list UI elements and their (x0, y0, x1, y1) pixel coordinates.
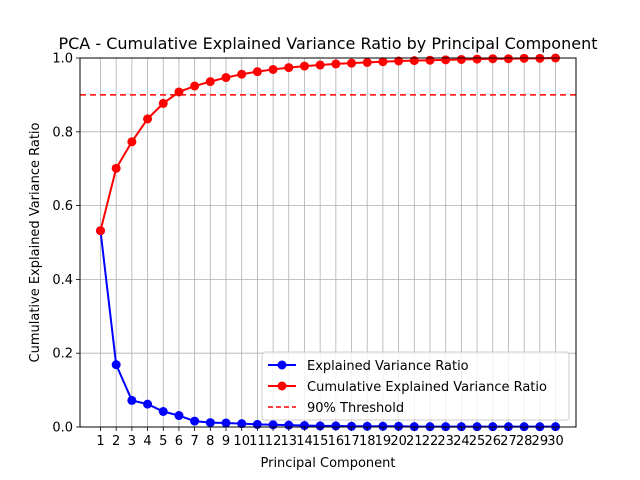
y-tick-label: 0.4 (52, 273, 73, 288)
x-tick-label: 19 (375, 434, 392, 449)
data-point-cumulative (158, 98, 168, 108)
data-point-cumulative (268, 64, 278, 74)
data-point-cumulative (127, 137, 137, 147)
x-tick-label: 11 (249, 434, 266, 449)
x-tick-label: 4 (143, 434, 151, 449)
y-tick-label: 1.0 (52, 52, 73, 67)
x-tick-label: 23 (437, 434, 454, 449)
x-tick-label: 9 (222, 434, 230, 449)
data-point-explained (158, 407, 168, 417)
legend-label-explained: Explained Variance Ratio (307, 359, 469, 374)
data-point-explained (362, 421, 372, 431)
x-tick-label: 28 (516, 434, 533, 449)
x-tick-label: 14 (296, 434, 313, 449)
data-point-explained (394, 421, 404, 431)
x-tick-label: 1 (96, 434, 104, 449)
x-axis-label: Principal Component (260, 456, 395, 471)
data-point-explained (331, 421, 341, 431)
data-point-explained (315, 421, 325, 431)
x-tick-label: 6 (175, 434, 183, 449)
x-tick-label: 13 (280, 434, 297, 449)
x-tick-label: 10 (233, 434, 250, 449)
data-point-cumulative (315, 60, 325, 70)
data-point-cumulative (174, 87, 184, 97)
legend-label-cumulative: Cumulative Explained Variance Ratio (307, 380, 547, 395)
chart-title: PCA - Cumulative Explained Variance Rati… (58, 34, 597, 53)
x-tick-label: 8 (206, 434, 214, 449)
data-point-cumulative (205, 77, 215, 87)
legend-box (261, 351, 570, 421)
data-point-cumulative (299, 61, 309, 71)
data-point-explained (143, 399, 153, 409)
x-tick-label: 18 (359, 434, 376, 449)
x-tick-label: 20 (390, 434, 407, 449)
data-point-explained (378, 421, 388, 431)
series-line-cumulative (99, 57, 556, 231)
y-axis-label: Cumulative Explained Variance Ratio (28, 122, 43, 362)
x-tick-label: 26 (484, 434, 501, 449)
x-tick-label: 17 (343, 434, 360, 449)
x-tick-label: 22 (422, 434, 439, 449)
data-point-cumulative (488, 54, 498, 64)
data-point-explained (299, 421, 309, 431)
data-point-explained (221, 418, 231, 428)
x-tick-label: 27 (500, 434, 517, 449)
data-point-explained (237, 419, 247, 429)
data-point-explained (190, 416, 200, 426)
y-tick-label: 0.2 (52, 347, 73, 362)
data-point-cumulative (143, 114, 153, 124)
data-point-cumulative (284, 63, 294, 73)
x-tick-label: 25 (469, 434, 486, 449)
data-point-explained (127, 395, 137, 405)
data-point-explained (111, 360, 121, 370)
data-point-cumulative (190, 81, 200, 91)
x-tick-label: 5 (159, 434, 167, 449)
x-tick-label: 12 (265, 434, 282, 449)
data-point-cumulative (409, 56, 419, 66)
data-point-cumulative (347, 58, 357, 68)
data-point-cumulative (378, 57, 388, 67)
data-point-cumulative (237, 69, 247, 79)
data-point-cumulative (221, 73, 231, 83)
y-tick-label: 0.8 (52, 125, 73, 140)
data-point-cumulative (441, 55, 451, 65)
y-tick-label: 0.0 (52, 421, 73, 436)
data-point-cumulative (394, 56, 404, 66)
ticks-layer: 1 2 3 4 5 6 7 8 9 10 11 12 13 14 15 16 17 18 19 20 21 22 23 24 2… (52, 52, 563, 450)
plot-frame (79, 57, 577, 428)
x-tick-label: 15 (312, 434, 329, 449)
legend-marker-cumulative (277, 381, 287, 391)
legend-marker-explained (277, 360, 287, 370)
data-point-cumulative (331, 59, 341, 69)
legend-label-threshold: 90% Threshold (307, 401, 404, 416)
x-tick-label: 21 (406, 434, 423, 449)
data-point-explained (174, 411, 184, 421)
data-point-cumulative (111, 163, 121, 173)
legend: Explained Variance Ratio Cumulative Expl… (261, 351, 570, 421)
x-tick-label: 29 (532, 434, 549, 449)
data-point-cumulative (503, 54, 513, 64)
x-tick-label: 24 (453, 434, 470, 449)
data-point-cumulative (456, 54, 466, 64)
y-tick-label: 0.6 (52, 199, 73, 214)
data-point-cumulative (472, 54, 482, 64)
x-tick-label: 16 (328, 434, 345, 449)
x-tick-label: 2 (112, 434, 120, 449)
data-point-cumulative (362, 57, 372, 67)
x-tick-label: 30 (547, 434, 564, 449)
x-tick-label: 3 (128, 434, 136, 449)
data-point-cumulative (95, 226, 105, 236)
data-point-cumulative (425, 55, 435, 65)
data-point-explained (205, 418, 215, 428)
data-point-explained (347, 421, 357, 431)
data-point-cumulative (252, 67, 262, 77)
x-tick-label: 7 (190, 434, 198, 449)
